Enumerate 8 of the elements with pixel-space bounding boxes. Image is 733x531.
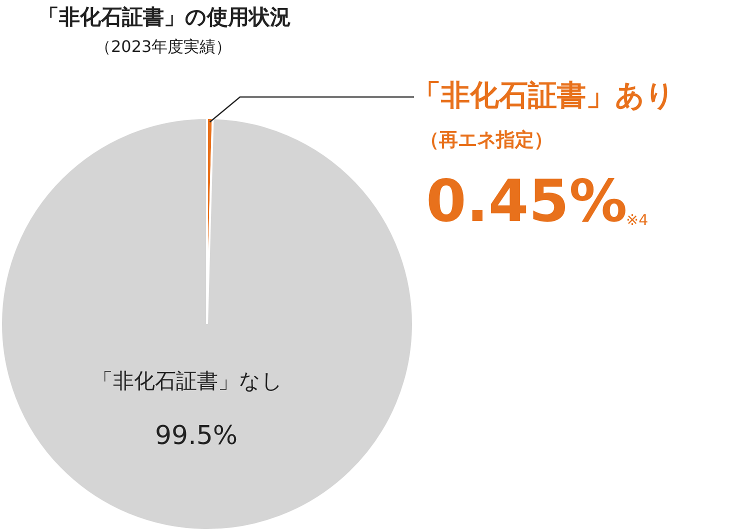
data-label: 99.5% (155, 421, 238, 451)
chart-title: 「非化石証書」の使用状況 (38, 5, 291, 30)
chart-subtitle: （2023年度実績） (95, 37, 232, 56)
slice-label: 「非化石証書」なし (92, 369, 283, 394)
text: ※4 (626, 211, 648, 229)
slice-label: 「非化石証書」あり (412, 78, 675, 112)
data-label: 0.45% (426, 167, 628, 235)
text: （再エネ指定） (420, 129, 553, 151)
